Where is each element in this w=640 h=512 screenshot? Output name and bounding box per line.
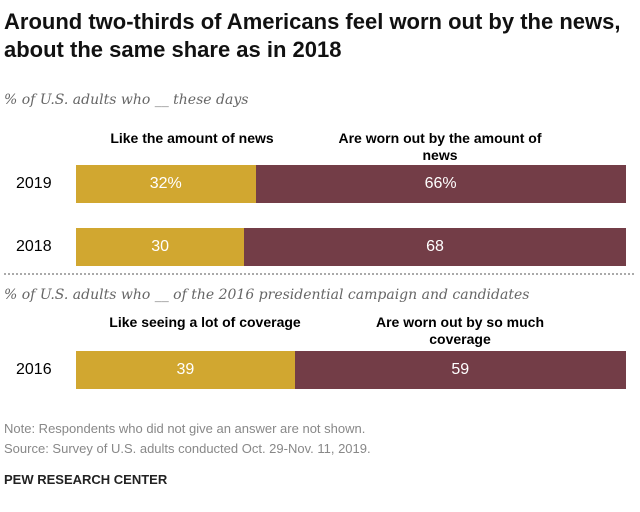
bar-worn-out: 68	[244, 228, 626, 266]
data-label: 39	[176, 361, 195, 378]
bar-like: 39	[76, 351, 295, 389]
bar-like: 30	[76, 228, 245, 266]
year-label: 2019	[16, 175, 52, 192]
legend-like-coverage: Like seeing a lot of coverage	[109, 314, 301, 330]
year-label: 2018	[16, 238, 52, 255]
subtitle-1: % of U.S. adults who __ these days	[4, 92, 249, 108]
data-label: 32%	[149, 175, 182, 192]
bar-worn-out: 66%	[255, 165, 626, 203]
legend-worn-out: Are worn out by the amount of news	[338, 130, 542, 163]
bar-like: 32%	[76, 165, 256, 203]
subtitle-2: % of U.S. adults who __ of the 2016 pres…	[4, 287, 530, 303]
chart-title: Around two-thirds of Americans feel worn…	[4, 9, 621, 62]
data-label: 59	[451, 361, 470, 378]
legend-worn-out-coverage: Are worn out by so much coverage	[375, 314, 544, 347]
bar-worn-out: 59	[294, 351, 626, 389]
note: Note: Respondents who did not give an an…	[4, 421, 366, 436]
data-label: 68	[426, 238, 444, 255]
brand-logo: PEW RESEARCH CENTER	[4, 472, 168, 487]
legend-like: Like the amount of news	[110, 130, 274, 146]
data-label: 66%	[424, 175, 457, 192]
year-label: 2016	[16, 361, 52, 378]
source: Source: Survey of U.S. adults conducted …	[4, 441, 371, 456]
separator	[4, 273, 634, 275]
data-label: 30	[151, 238, 170, 255]
